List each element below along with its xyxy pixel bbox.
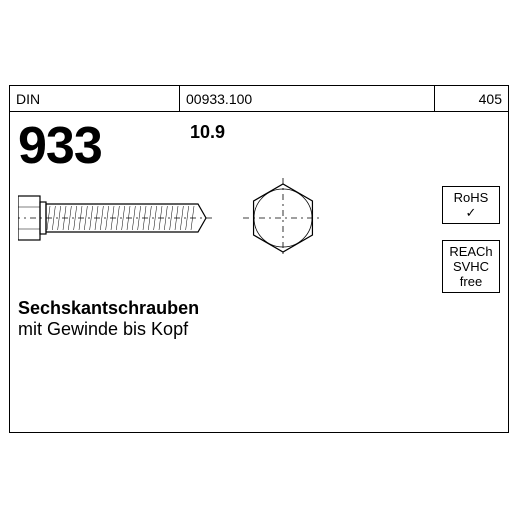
- din-number: 933: [18, 116, 102, 176]
- bolt-drawing: [18, 178, 348, 268]
- reach-line1: REACh: [449, 245, 493, 260]
- spec-card: DIN 00933.100 405 933 10.9 RoHS ✓ REACh …: [9, 85, 509, 433]
- header-code: 00933.100: [180, 86, 435, 112]
- reach-line3: free: [449, 275, 493, 290]
- reach-line2: SVHC: [449, 260, 493, 275]
- strength-grade: 10.9: [190, 122, 225, 143]
- description-line2: mit Gewinde bis Kopf: [18, 319, 199, 340]
- description: Sechskantschrauben mit Gewinde bis Kopf: [18, 298, 199, 340]
- reach-badge: REACh SVHC free: [442, 240, 500, 293]
- header-page: 405: [435, 86, 508, 112]
- rohs-badge: RoHS ✓: [442, 186, 500, 224]
- rohs-label: RoHS: [449, 191, 493, 206]
- description-line1: Sechskantschrauben: [18, 298, 199, 319]
- page: DIN 00933.100 405 933 10.9 RoHS ✓ REACh …: [0, 0, 520, 520]
- header-standard: DIN: [10, 86, 180, 112]
- check-icon: ✓: [449, 206, 493, 221]
- header-row: DIN 00933.100 405: [10, 86, 508, 112]
